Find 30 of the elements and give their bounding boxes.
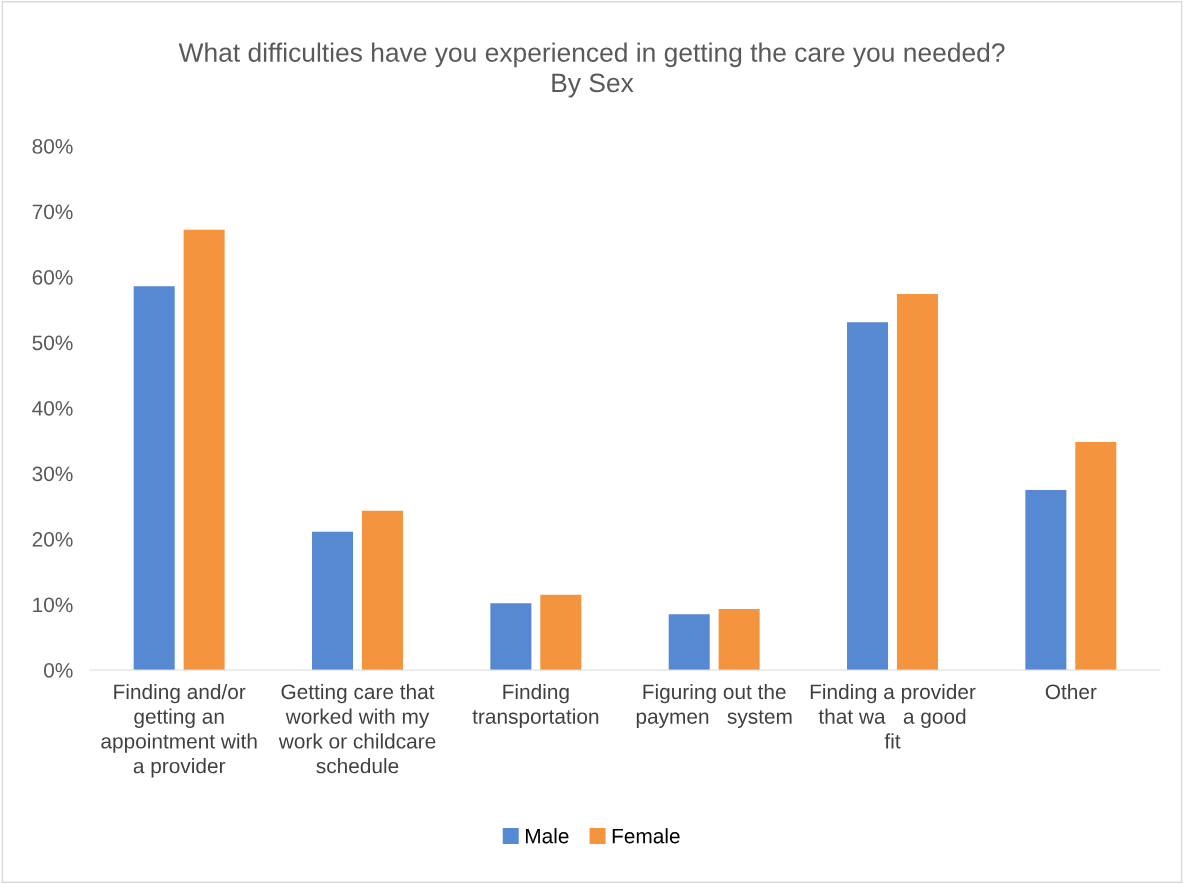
y-tick-label: 80% xyxy=(32,139,73,154)
y-tick-label: 70% xyxy=(32,204,73,220)
y-tick-label: 60% xyxy=(32,270,73,285)
y-tick-label: 40% xyxy=(32,401,73,416)
x-tick-label: Finding transportation xyxy=(472,683,599,729)
bar xyxy=(490,603,532,670)
legend-label: Female xyxy=(612,828,680,844)
bar xyxy=(540,594,582,670)
bar xyxy=(1025,489,1067,670)
bar xyxy=(896,294,938,670)
y-tick-label: 20% xyxy=(32,532,73,547)
bar xyxy=(183,229,225,670)
x-tick-label: Finding and/or getting an appointment with a provider xyxy=(101,683,257,778)
x-tick-label: Getting care that worked with my work or childcare schedule xyxy=(278,683,436,774)
bar xyxy=(1075,442,1117,670)
y-tick-label: 10% xyxy=(33,597,73,613)
y-tick-label: 30% xyxy=(32,466,73,482)
y-tick-label: 0% xyxy=(44,663,73,678)
y-tick-label: 50% xyxy=(32,335,73,351)
legend-label: Male xyxy=(525,828,569,844)
bar xyxy=(133,286,175,670)
bar xyxy=(312,531,354,670)
x-tick-label: Other xyxy=(1045,683,1097,700)
chart-title: What difficulties have you experienced in getting the care you needed? By Sex xyxy=(178,42,1005,98)
bar xyxy=(847,322,889,670)
x-tick-label: Finding a provider that wa a good fit xyxy=(810,683,976,749)
bar xyxy=(361,510,403,670)
bar xyxy=(718,609,760,670)
x-tick-label: Figuring out the paymen system xyxy=(636,683,792,729)
bar xyxy=(668,614,710,670)
